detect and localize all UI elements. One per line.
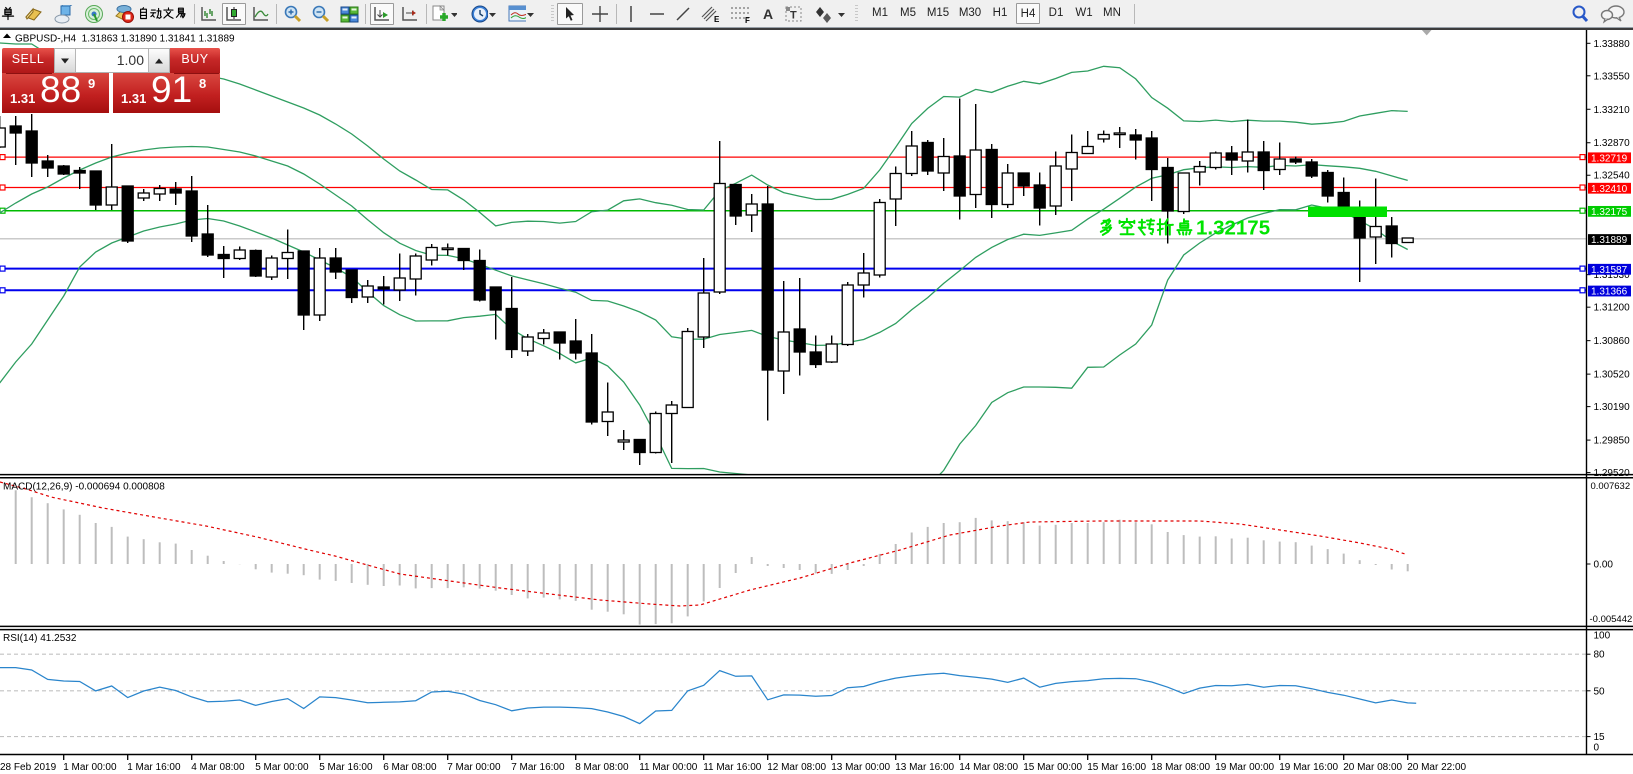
svg-text:15 Mar 00:00: 15 Mar 00:00 <box>1023 762 1082 773</box>
svg-text:0.00: 0.00 <box>1594 560 1614 571</box>
svg-text:80: 80 <box>1594 650 1606 661</box>
svg-text:MACD(12,26,9) -0.000694 0.0008: MACD(12,26,9) -0.000694 0.000808 <box>3 482 165 493</box>
svg-text:15 Mar 16:00: 15 Mar 16:00 <box>1087 762 1146 773</box>
svg-text:28 Feb 2019: 28 Feb 2019 <box>0 762 57 773</box>
svg-text:0.007632: 0.007632 <box>1591 481 1631 492</box>
svg-text:1.31889: 1.31889 <box>1591 235 1628 246</box>
svg-text:1.32870: 1.32870 <box>1594 138 1631 149</box>
svg-text:11 Mar 00:00: 11 Mar 00:00 <box>639 762 698 773</box>
svg-text:11 Mar 16:00: 11 Mar 16:00 <box>703 762 762 773</box>
svg-text:18 Mar 08:00: 18 Mar 08:00 <box>1151 762 1210 773</box>
svg-text:4 Mar 08:00: 4 Mar 08:00 <box>191 762 245 773</box>
svg-text:1.29850: 1.29850 <box>1594 436 1631 447</box>
svg-text:1.30190: 1.30190 <box>1594 402 1631 413</box>
svg-text:50: 50 <box>1594 686 1606 697</box>
svg-text:GBPUSD-,H4 1.31863 1.31890 1.: GBPUSD-,H4 1.31863 1.31890 1.31841 1.318… <box>15 34 235 45</box>
svg-text:1.32540: 1.32540 <box>1594 171 1631 182</box>
svg-text:13 Mar 16:00: 13 Mar 16:00 <box>895 762 954 773</box>
svg-text:1.32410: 1.32410 <box>1591 184 1628 195</box>
svg-text:1.33880: 1.33880 <box>1594 39 1631 50</box>
svg-text:-0.005442: -0.005442 <box>1590 614 1633 625</box>
svg-text:19 Mar 00:00: 19 Mar 00:00 <box>1215 762 1274 773</box>
svg-text:100: 100 <box>1594 631 1611 642</box>
svg-text:6 Mar 08:00: 6 Mar 08:00 <box>383 762 437 773</box>
svg-text:7 Mar 00:00: 7 Mar 00:00 <box>447 762 501 773</box>
svg-text:1.32175: 1.32175 <box>1196 217 1270 240</box>
svg-text:1.29520: 1.29520 <box>1594 468 1631 479</box>
svg-text:19 Mar 16:00: 19 Mar 16:00 <box>1279 762 1338 773</box>
svg-text:F: F <box>745 16 750 24</box>
svg-text:1.31200: 1.31200 <box>1594 303 1631 314</box>
svg-text:1.31587: 1.31587 <box>1591 265 1628 276</box>
svg-text:13 Mar 00:00: 13 Mar 00:00 <box>831 762 890 773</box>
svg-text:1 Mar 00:00: 1 Mar 00:00 <box>63 762 117 773</box>
svg-text:1.32719: 1.32719 <box>1591 153 1628 164</box>
svg-text:14 Mar 08:00: 14 Mar 08:00 <box>959 762 1018 773</box>
svg-text:1.33550: 1.33550 <box>1594 71 1631 82</box>
svg-text:0: 0 <box>1594 743 1600 754</box>
svg-text:RSI(14) 41.2532: RSI(14) 41.2532 <box>3 633 77 644</box>
svg-text:1.30520: 1.30520 <box>1594 370 1631 381</box>
svg-text:5 Mar 16:00: 5 Mar 16:00 <box>319 762 373 773</box>
svg-text:T: T <box>790 10 797 22</box>
svg-text:1.33210: 1.33210 <box>1594 105 1631 116</box>
svg-text:7 Mar 16:00: 7 Mar 16:00 <box>511 762 565 773</box>
svg-text:1 Mar 16:00: 1 Mar 16:00 <box>127 762 181 773</box>
svg-text:5 Mar 00:00: 5 Mar 00:00 <box>255 762 309 773</box>
svg-text:20 Mar 22:00: 20 Mar 22:00 <box>1407 762 1466 773</box>
svg-text:1.32175: 1.32175 <box>1591 207 1628 218</box>
svg-text:E: E <box>714 15 720 24</box>
svg-text:20 Mar 08:00: 20 Mar 08:00 <box>1343 762 1402 773</box>
svg-text:1.31366: 1.31366 <box>1591 287 1628 298</box>
svg-text:15: 15 <box>1594 732 1606 743</box>
svg-text:8 Mar 08:00: 8 Mar 08:00 <box>575 762 629 773</box>
svg-text:12 Mar 08:00: 12 Mar 08:00 <box>767 762 826 773</box>
svg-text:1.30860: 1.30860 <box>1594 336 1631 347</box>
svg-text:1.31530: 1.31530 <box>1594 270 1631 281</box>
